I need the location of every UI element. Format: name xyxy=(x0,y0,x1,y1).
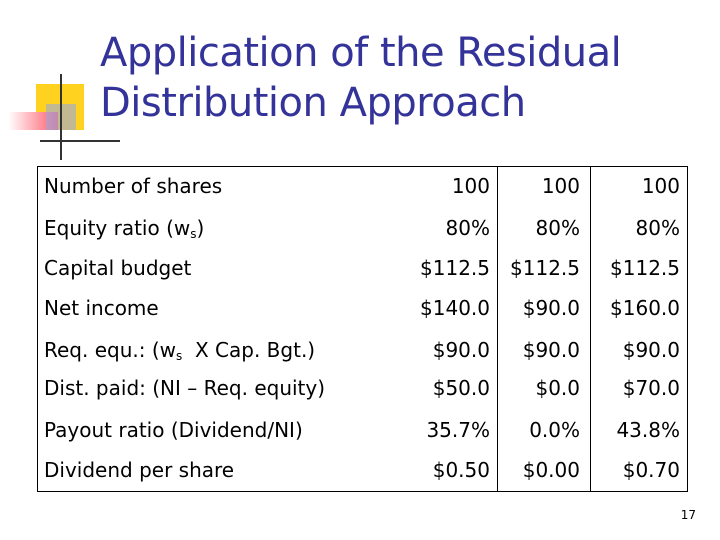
cell-value: $90.0 xyxy=(622,338,680,362)
label-subscript: s xyxy=(190,227,197,241)
row-label: Equity ratio (ws) xyxy=(44,216,204,246)
cell-value: 100 xyxy=(541,174,580,198)
label-text: Number of shares xyxy=(44,174,223,198)
page-number: 17 xyxy=(680,508,696,522)
table-border xyxy=(37,166,688,492)
cell-value: $0.00 xyxy=(522,458,580,482)
cell-value: $90.0 xyxy=(522,296,580,320)
column-rule xyxy=(497,166,498,492)
row-label: Req. equ.: (ws X Cap. Bgt.) xyxy=(44,338,315,368)
cell-value: 80% xyxy=(445,216,490,240)
cell-value: $70.0 xyxy=(622,376,680,400)
cell-value: $90.0 xyxy=(522,338,580,362)
cell-value: 80% xyxy=(535,216,580,240)
title-line: Distribution Approach xyxy=(100,80,526,126)
label-text: X Cap. Bgt.) xyxy=(182,338,316,362)
label-text: Dividend per share xyxy=(44,458,235,482)
label-text: Req. equ.: (w xyxy=(44,338,177,362)
decor xyxy=(60,74,62,160)
cell-value: 100 xyxy=(451,174,490,198)
label-text: Dist. paid: (NI – Req. equity) xyxy=(44,376,326,400)
label-text: Net income xyxy=(44,296,159,320)
cell-value: $112.5 xyxy=(510,256,580,280)
cell-value: $90.0 xyxy=(432,338,490,362)
cell-value: $50.0 xyxy=(432,376,490,400)
cell-value: 100 xyxy=(641,174,680,198)
cell-value: $112.5 xyxy=(610,256,680,280)
row-label: Dividend per share xyxy=(44,458,234,482)
decor xyxy=(40,140,120,142)
cell-value: $112.5 xyxy=(420,256,490,280)
cell-value: 35.7% xyxy=(426,418,490,442)
row-label: Net income xyxy=(44,296,159,320)
title-line: Application of the Residual xyxy=(100,30,622,76)
label-text: Capital budget xyxy=(44,256,192,280)
label-text: Equity ratio (w xyxy=(44,216,191,240)
label-text: ) xyxy=(196,216,205,240)
row-label: Number of shares xyxy=(44,174,222,198)
column-rule xyxy=(590,166,591,492)
cell-value: $0.50 xyxy=(432,458,490,482)
decor xyxy=(8,112,58,130)
cell-value: 0.0% xyxy=(529,418,580,442)
cell-value: 80% xyxy=(635,216,680,240)
row-label: Payout ratio (Dividend/NI) xyxy=(44,418,303,442)
row-label: Dist. paid: (NI – Req. equity) xyxy=(44,376,325,400)
label-subscript: s xyxy=(176,349,183,363)
cell-value: $160.0 xyxy=(610,296,680,320)
cell-value: $0.70 xyxy=(622,458,680,482)
label-text: Payout ratio (Dividend/NI) xyxy=(44,418,303,442)
cell-value: 43.8% xyxy=(616,418,680,442)
cell-value: $140.0 xyxy=(420,296,490,320)
cell-value: $0.0 xyxy=(535,376,580,400)
row-label: Capital budget xyxy=(44,256,191,280)
